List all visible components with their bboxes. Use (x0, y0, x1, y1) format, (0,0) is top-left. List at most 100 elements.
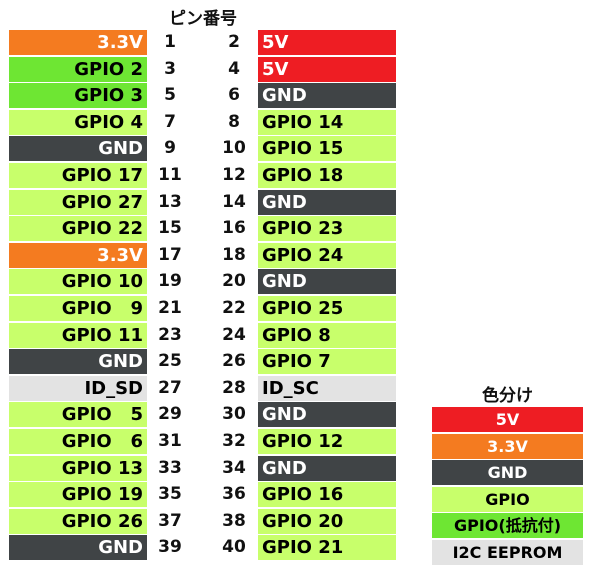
legend-swatch-gnd: GND (432, 460, 583, 486)
pin-number-even: 8 (228, 111, 240, 132)
pin-label-left: ID_SD (9, 375, 147, 401)
pin-row: 3.3V 17 18 GPIO 24 (0, 242, 400, 270)
pin-number-even: 26 (222, 351, 246, 372)
pin-label-right: GND (258, 189, 396, 215)
pin-row: GPIO 22 15 16 GPIO 23 (0, 216, 400, 243)
pin-label-left: GPIO 9 (9, 296, 147, 321)
pin-number-even: 12 (222, 165, 246, 185)
pin-row: GPIO 6 31 32 GPIO 12 (0, 429, 400, 456)
pin-row: GPIO 3 5 6 GND (0, 83, 400, 110)
pin-number-header: ピン番号 (169, 9, 237, 29)
pin-number-odd: 7 (164, 111, 176, 132)
pin-row: GPIO 11 23 24 GPIO 8 (0, 322, 400, 350)
pin-label-right: GPIO 15 (258, 136, 396, 162)
pin-number-odd: 13 (158, 191, 182, 212)
pin-label-right: GND (258, 269, 396, 295)
pin-number-even: 40 (222, 537, 246, 558)
pin-number-even: 32 (222, 431, 246, 451)
pin-row: ID_SD 27 28 ID_SC (0, 375, 400, 403)
legend-swatch-5v: 5V (432, 407, 583, 432)
pin-label-left: GPIO 10 (9, 269, 147, 295)
legend-swatch-gpio-pullup: GPIO(抵抗付) (432, 513, 583, 539)
pin-number-even: 36 (222, 484, 246, 505)
pin-label-left: GPIO 13 (9, 455, 147, 481)
pin-row: GPIO 5 29 30 GND (0, 402, 400, 429)
pin-label-right: GPIO 12 (258, 429, 396, 454)
legend-swatch-gpio: GPIO (432, 486, 583, 512)
pin-number-odd: 21 (158, 298, 182, 318)
pin-label-right: GND (258, 455, 396, 481)
pin-number-odd: 15 (158, 218, 182, 239)
pin-label-right: GPIO 24 (258, 242, 396, 268)
pin-number-odd: 33 (158, 457, 182, 478)
pin-number-odd: 1 (164, 32, 176, 52)
pin-label-right: 5V (258, 30, 396, 55)
pin-number-odd: 5 (164, 85, 176, 106)
pin-row: GPIO 13 33 34 GND (0, 455, 400, 483)
pin-label-left: GPIO 11 (9, 322, 147, 348)
pin-number-even: 2 (228, 32, 240, 52)
pin-label-right: GPIO 8 (258, 322, 396, 348)
legend-item: 3.3V (432, 433, 583, 461)
pin-number-odd: 31 (158, 431, 182, 451)
pin-label-left: GPIO 27 (9, 189, 147, 215)
pin-label-left: GPIO 2 (9, 56, 147, 82)
pin-number-even: 18 (222, 244, 246, 265)
pin-label-right: GPIO 23 (258, 216, 396, 242)
pin-number-even: 10 (222, 138, 246, 159)
pin-row: GND 39 40 GPIO 21 (0, 535, 400, 562)
pin-number-even: 20 (222, 271, 246, 292)
pin-label-left: GPIO 5 (9, 402, 147, 428)
pin-row: GPIO 26 37 38 GPIO 20 (0, 508, 400, 536)
pin-row: GND 25 26 GPIO 7 (0, 349, 400, 376)
pin-label-right: GPIO 25 (258, 296, 396, 321)
pin-number-even: 38 (222, 510, 246, 531)
pin-number-even: 30 (222, 404, 246, 425)
legend-swatch-eeprom: I2C EEPROM (432, 539, 583, 565)
pin-label-right: ID_SC (258, 375, 396, 401)
pin-label-right: GPIO 14 (258, 109, 396, 135)
pin-number-odd: 3 (164, 58, 176, 79)
pin-number-even: 6 (228, 85, 240, 106)
pin-row: GPIO 17 11 12 GPIO 18 (0, 163, 400, 190)
pin-row: GPIO 10 19 20 GND (0, 269, 400, 296)
pin-number-odd: 37 (158, 510, 182, 531)
pin-number-odd: 23 (158, 324, 182, 345)
pin-number-odd: 29 (158, 404, 182, 425)
legend-title: 色分け (482, 386, 533, 406)
pin-label-left: GPIO 3 (9, 83, 147, 109)
pin-label-right: GPIO 18 (258, 163, 396, 188)
pin-row: GPIO 27 13 14 GND (0, 189, 400, 217)
pin-label-right: GPIO 20 (258, 508, 396, 534)
pin-row: GPIO 9 21 22 GPIO 25 (0, 296, 400, 323)
pin-number-even: 16 (222, 218, 246, 239)
pin-label-right: GND (258, 83, 396, 109)
pin-label-left: GND (9, 349, 147, 375)
pin-number-odd: 25 (158, 351, 182, 372)
pin-number-odd: 11 (158, 165, 182, 185)
pin-label-left: GPIO 17 (9, 163, 147, 188)
legend-item: GPIO (432, 486, 583, 514)
pin-number-odd: 35 (158, 484, 182, 505)
pin-number-odd: 17 (158, 244, 182, 265)
pin-row: GPIO 19 35 36 GPIO 16 (0, 482, 400, 509)
pin-number-even: 28 (222, 377, 246, 398)
pin-label-left: GPIO 26 (9, 508, 147, 534)
legend-item: 5V (432, 407, 583, 434)
pin-number-even: 14 (222, 191, 246, 212)
pin-number-odd: 19 (158, 271, 182, 292)
pin-label-left: GND (9, 535, 147, 561)
pin-label-left: GPIO 22 (9, 216, 147, 242)
pin-label-left: GPIO 6 (9, 429, 147, 454)
pin-number-odd: 27 (158, 377, 182, 398)
pin-label-right: GPIO 16 (258, 482, 396, 508)
pin-label-left: GPIO 19 (9, 482, 147, 508)
pin-number-even: 34 (222, 457, 246, 478)
pin-number-even: 22 (222, 298, 246, 318)
legend-item: GPIO(抵抗付) (432, 513, 583, 540)
pin-row: GPIO 2 3 4 5V (0, 56, 400, 84)
pin-label-right: GPIO 21 (258, 535, 396, 561)
pin-label-right: GPIO 7 (258, 349, 396, 375)
pin-row: GND 9 10 GPIO 15 (0, 136, 400, 163)
pin-label-right: 5V (258, 56, 396, 82)
